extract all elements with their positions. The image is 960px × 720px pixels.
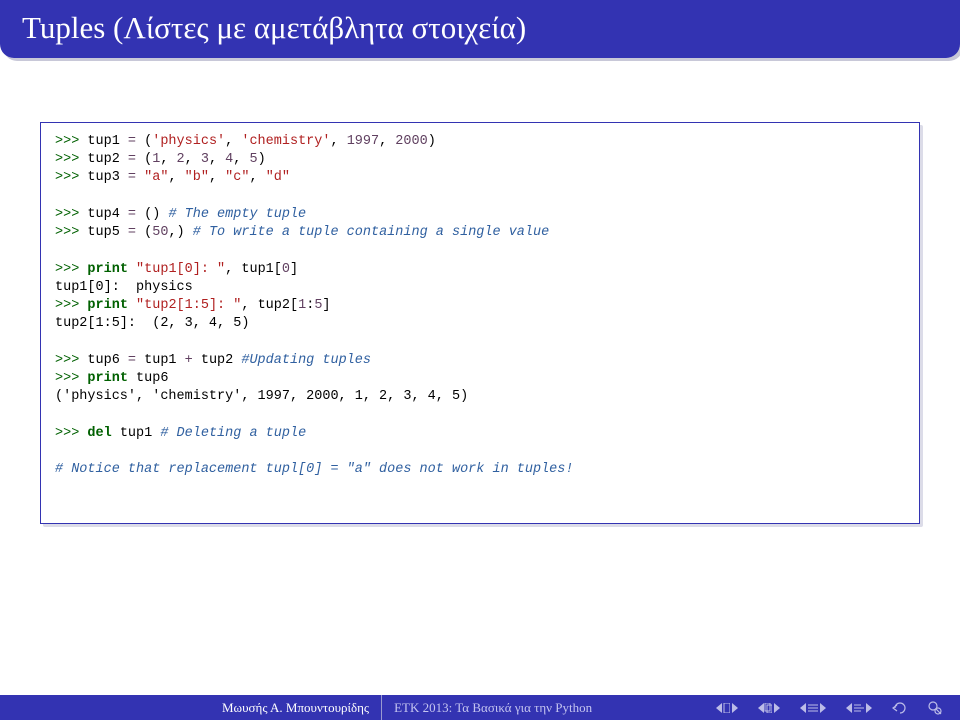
code-block: >>> tup1 = ('physics', 'chemistry', 1997…	[40, 122, 920, 524]
nav-prev-icon[interactable]	[800, 703, 826, 713]
nav-prev-section-icon[interactable]	[758, 703, 780, 713]
footer-divider	[381, 695, 382, 720]
nav-back-icon[interactable]	[892, 702, 908, 714]
nav-search-icon[interactable]	[928, 701, 942, 715]
title-bar: Tuples (Λίστες με αμετάβλητα στοιχεία)	[0, 0, 960, 58]
footer-title: ΕΤΚ 2013: Τα Βασικά για την Python	[394, 700, 716, 716]
slide-content: >>> tup1 = ('physics', 'chemistry', 1997…	[0, 58, 960, 524]
slide-title: Tuples (Λίστες με αμετάβλητα στοιχεία)	[22, 10, 526, 45]
nav-first-icon[interactable]	[716, 703, 738, 713]
footer-bar: Μωυσής Α. Μπουντουρίδης ΕΤΚ 2013: Τα Βασ…	[0, 695, 960, 720]
nav-next-icon[interactable]	[846, 703, 872, 713]
nav-icons	[716, 701, 960, 715]
footer-author: Μωυσής Α. Μπουντουρίδης	[0, 700, 369, 716]
